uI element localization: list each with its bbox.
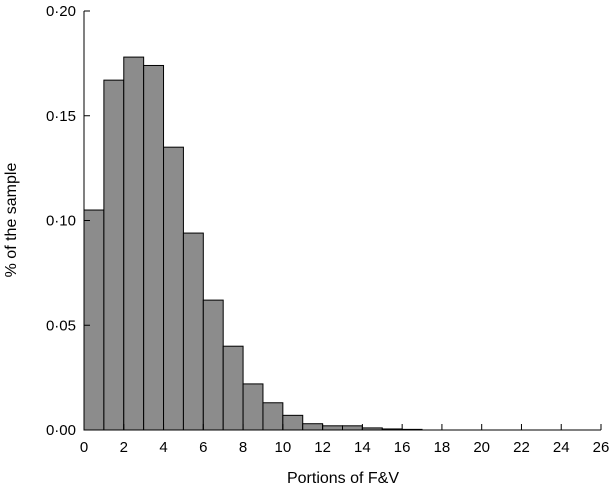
x-tick-label-10: 20: [473, 439, 490, 456]
x-tick-label-7: 14: [354, 439, 371, 456]
histogram-bar-7: [222, 345, 244, 431]
y-tick-label-0: 0·00: [46, 422, 76, 439]
y-tick-label-4: 0·20: [46, 3, 76, 20]
histogram-bar-3: [143, 64, 165, 431]
histogram-bar-5: [182, 232, 204, 431]
x-tick-label-6: 12: [314, 439, 331, 456]
x-tick-label-4: 8: [239, 439, 247, 456]
histogram-bar-4: [163, 146, 184, 431]
y-tick-label-2: 0·10: [46, 213, 76, 230]
histogram-bar-1: [103, 79, 125, 431]
x-tick-label-1: 2: [120, 439, 128, 456]
histogram-bar-12: [322, 425, 344, 431]
x-tick-label-9: 18: [434, 439, 451, 456]
x-axis-ticks: 0 2 4 6 8 10 12 14 16 18 20 22 24 26: [80, 424, 610, 456]
x-axis-title: Portions of F&V: [287, 470, 399, 487]
y-tick-label-1: 0·05: [46, 317, 76, 334]
y-tick-label-3: 0·15: [46, 108, 76, 125]
y-axis-ticks: 0·00 0·05 0·10 0·15 0·20: [46, 3, 90, 439]
y-axis-title: % of the sample: [3, 163, 20, 278]
histogram-bar-8: [242, 383, 264, 431]
x-tick-label-2: 4: [159, 439, 167, 456]
x-tick-label-0: 0: [80, 439, 88, 456]
histogram-bar-6: [202, 299, 224, 431]
histogram-bar-9: [262, 402, 284, 431]
x-tick-label-3: 6: [199, 439, 207, 456]
x-tick-label-12: 24: [553, 439, 570, 456]
bars-group: [83, 56, 423, 431]
histogram-bar-13: [342, 425, 363, 431]
histogram-bar-11: [302, 423, 324, 431]
histogram-bar-10: [282, 414, 304, 431]
x-tick-label-5: 10: [275, 439, 292, 456]
x-tick-label-11: 22: [513, 439, 530, 456]
x-tick-label-13: 26: [593, 439, 610, 456]
x-tick-label-8: 16: [394, 439, 411, 456]
histogram-bar-2: [123, 56, 145, 431]
histogram-bar-0: [83, 209, 105, 431]
